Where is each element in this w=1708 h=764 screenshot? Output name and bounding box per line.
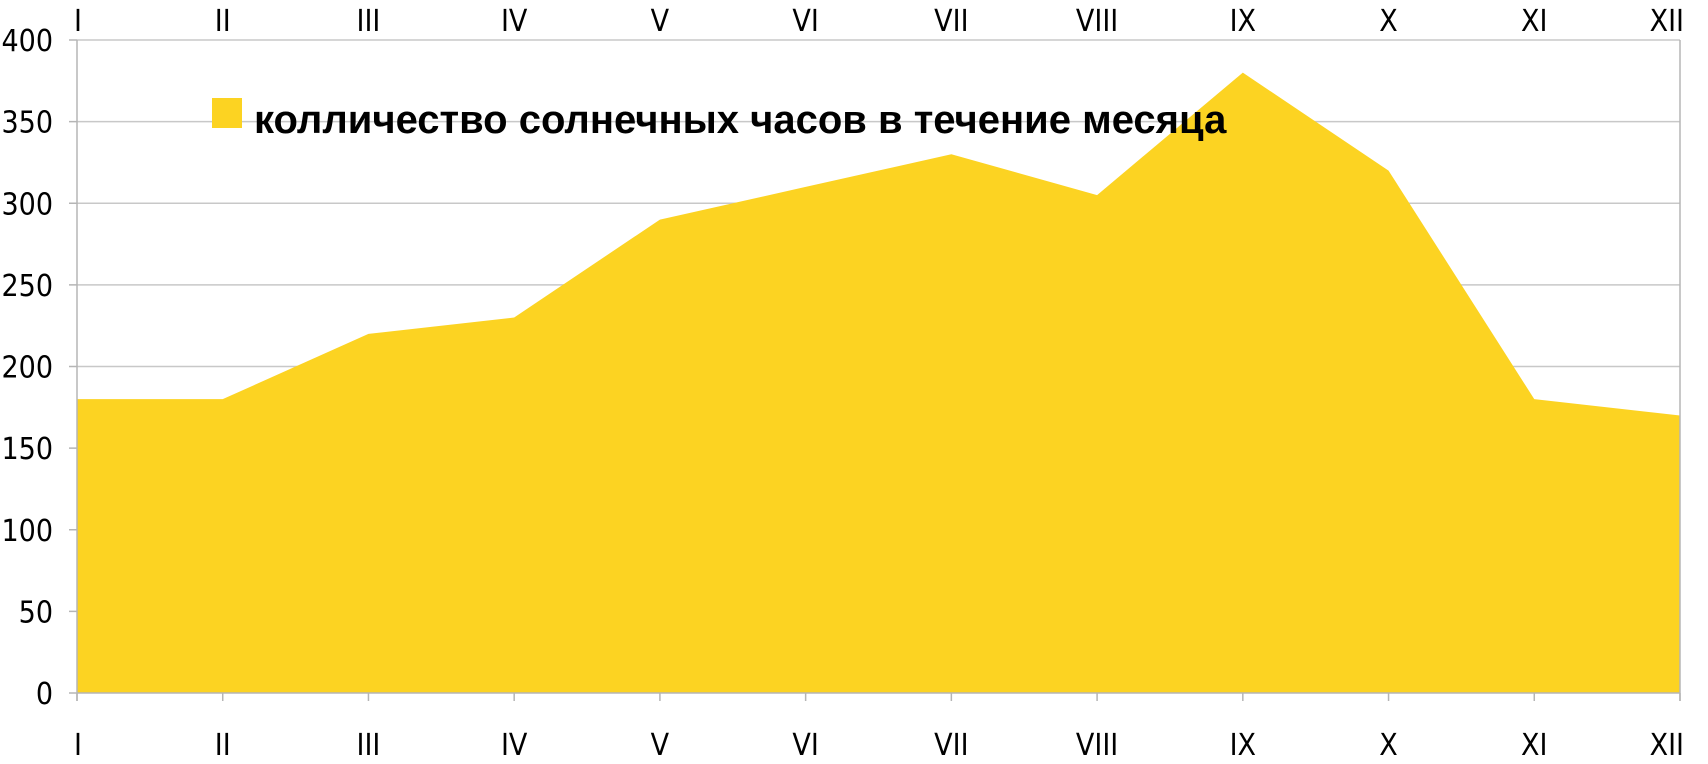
y-tick-label: 100: [1, 514, 53, 549]
y-tick-label: 350: [1, 106, 53, 141]
x-axis-bottom-tick-labels: I II III IV V VI VII VIII IX X XI XII: [74, 728, 1684, 763]
x-bottom-tick-label: XII: [1650, 728, 1684, 763]
legend: колличество солнечных часов в течение ме…: [212, 98, 1227, 142]
y-tick-label: 150: [1, 432, 53, 467]
x-axis-top-tick-labels: I II III IV V VI VII VIII IX X XI XII: [74, 4, 1684, 39]
x-bottom-tick-label: VII: [934, 728, 968, 763]
y-tick-label: 300: [1, 187, 53, 222]
x-top-tick-label: II: [215, 4, 231, 39]
y-axis-tick-labels: 0 50 100 150 200 250 300 350 400: [1, 24, 53, 712]
x-top-tick-label: V: [651, 4, 670, 39]
x-top-tick-label: IX: [1230, 4, 1256, 39]
x-top-tick-label: VI: [792, 4, 818, 39]
x-top-tick-label: XII: [1650, 4, 1684, 39]
y-tick-label: 200: [1, 351, 53, 386]
x-top-tick-label: I: [74, 4, 82, 39]
x-top-tick-label: VII: [934, 4, 968, 39]
x-bottom-tick-label: IV: [501, 728, 528, 763]
x-top-tick-label: III: [357, 4, 381, 39]
x-bottom-tick-label: III: [357, 728, 381, 763]
axes: [69, 39, 1681, 701]
sunshine-hours-area: [77, 72, 1680, 693]
x-top-tick-label: X: [1379, 4, 1398, 39]
x-bottom-tick-label: I: [74, 728, 82, 763]
legend-label: колличество солнечных часов в течение ме…: [254, 98, 1227, 142]
x-top-tick-label: VIII: [1076, 4, 1118, 39]
y-tick-label: 0: [36, 677, 53, 712]
x-bottom-tick-label: VI: [792, 728, 818, 763]
x-bottom-tick-label: V: [651, 728, 670, 763]
x-bottom-tick-label: II: [215, 728, 231, 763]
x-bottom-tick-label: XI: [1521, 728, 1547, 763]
x-top-tick-label: IV: [501, 4, 528, 39]
y-tick-label: 250: [1, 269, 53, 304]
x-bottom-tick-label: X: [1379, 728, 1398, 763]
y-tick-label: 50: [19, 595, 53, 630]
x-bottom-tick-label: VIII: [1076, 728, 1118, 763]
legend-swatch: [212, 98, 242, 128]
y-tick-label: 400: [1, 24, 53, 59]
x-top-tick-label: XI: [1521, 4, 1547, 39]
x-bottom-tick-label: IX: [1230, 728, 1256, 763]
